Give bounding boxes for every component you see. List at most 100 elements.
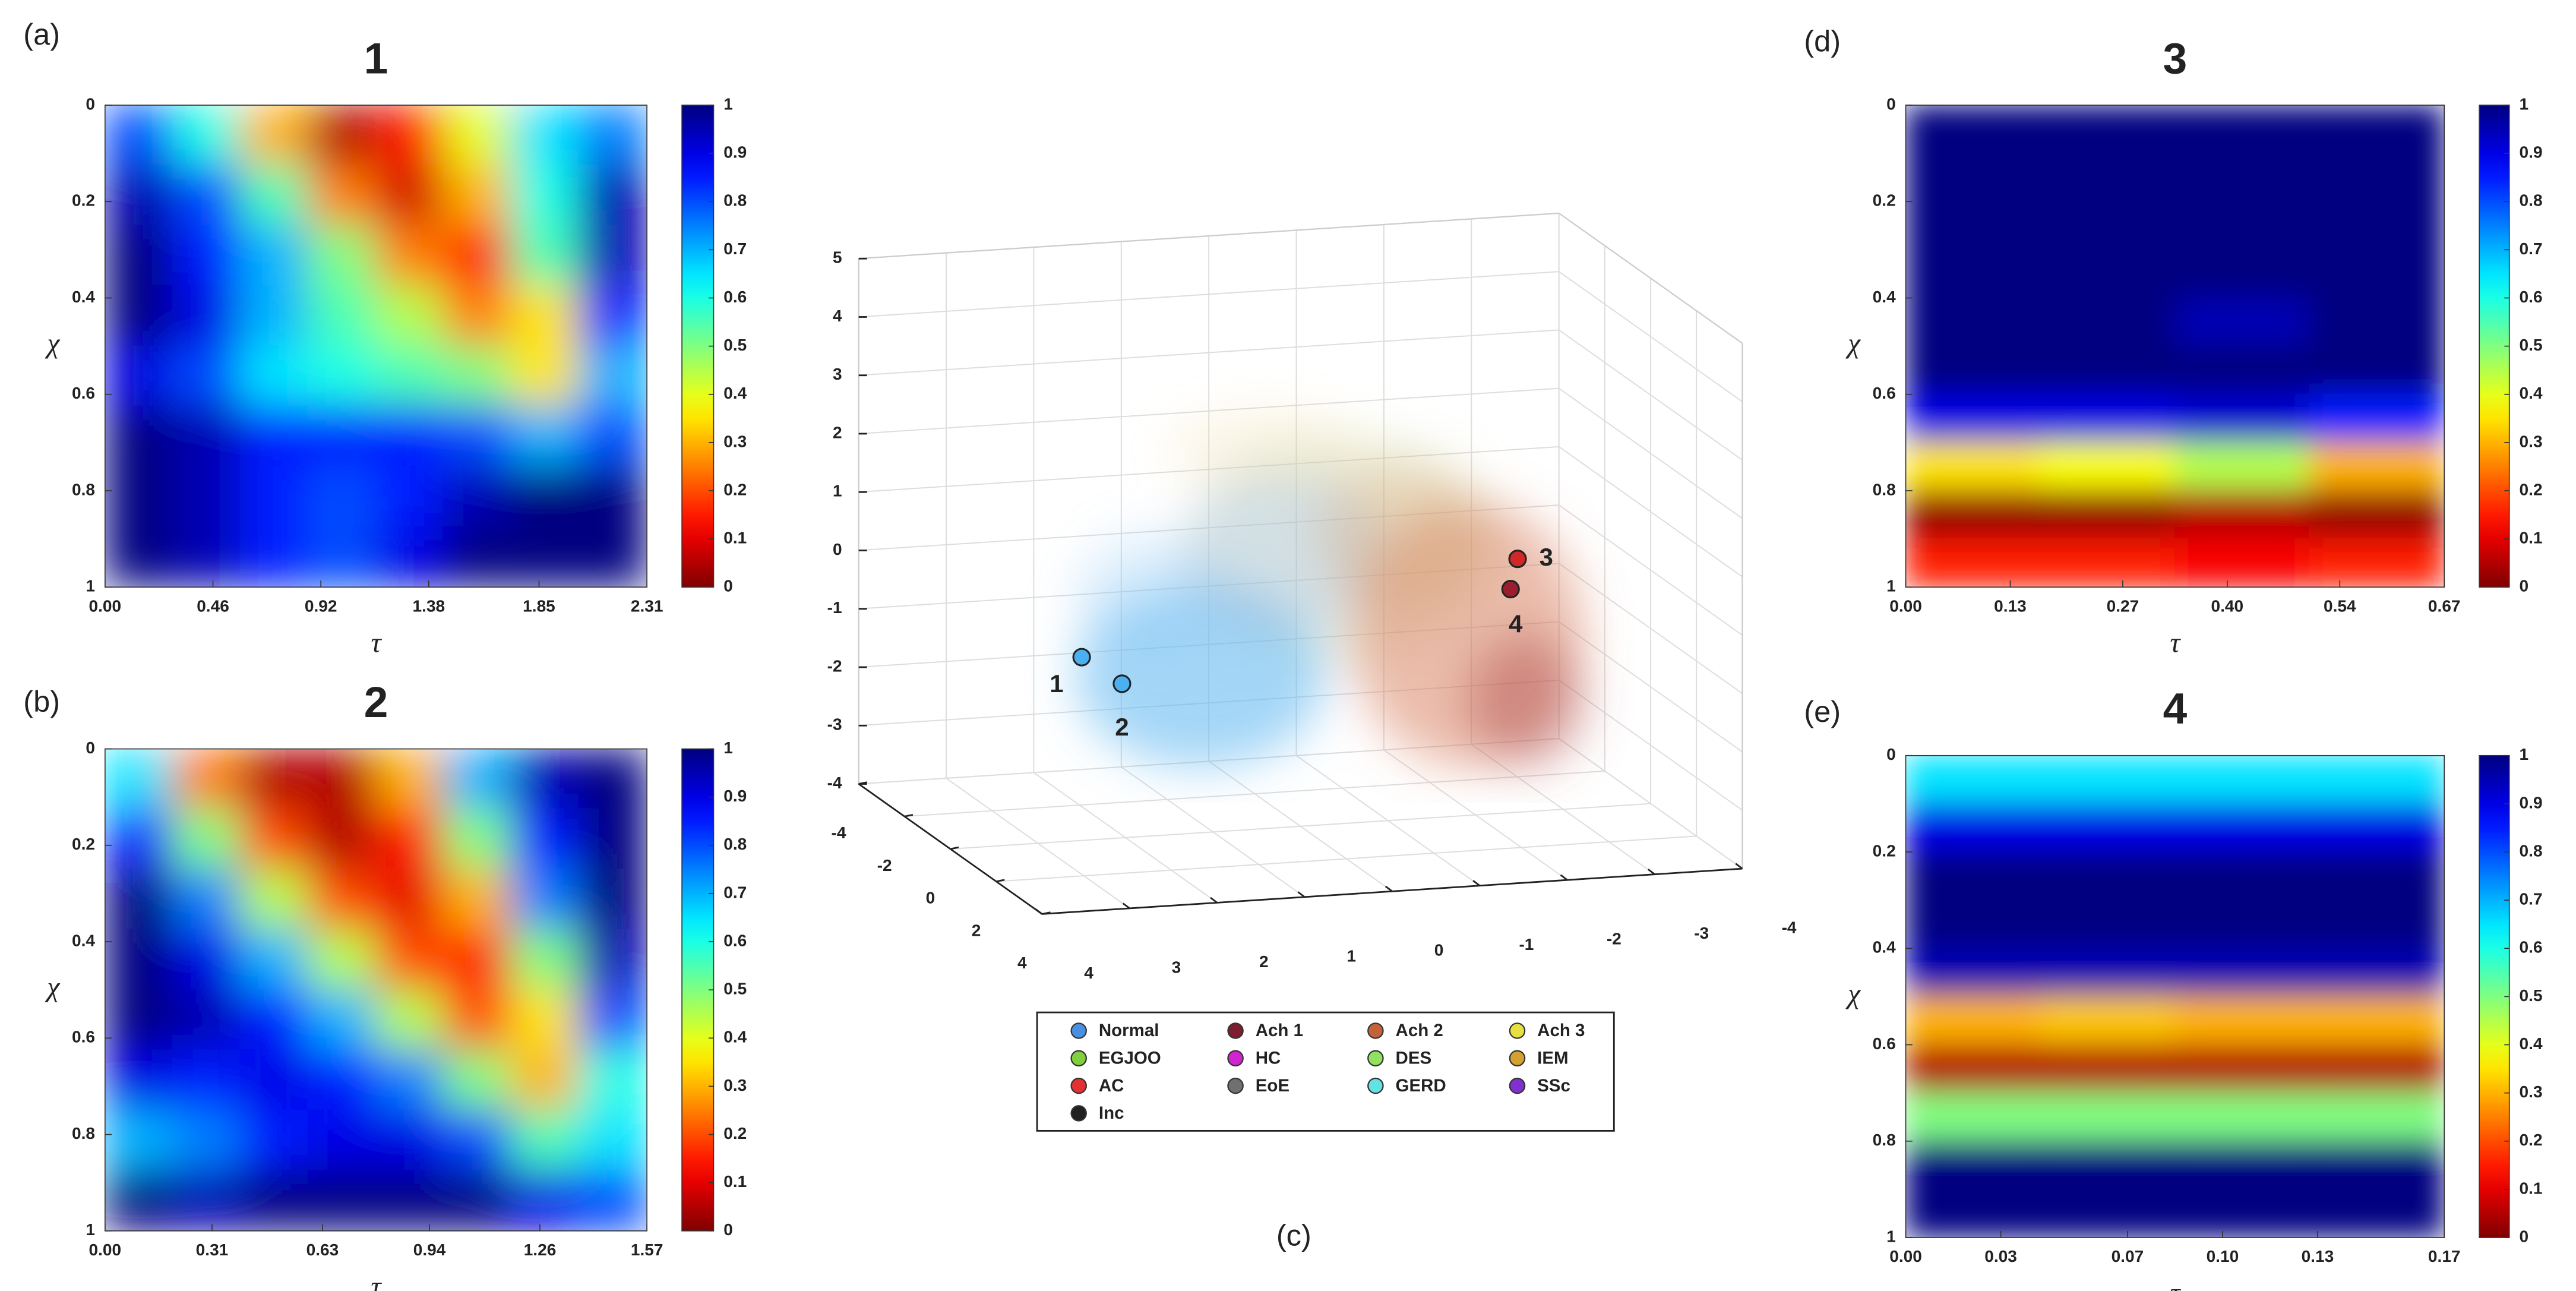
y-tick-label: 0 — [926, 889, 935, 907]
grid-line — [858, 329, 1559, 376]
x-tick-label: 0.00 — [1889, 1247, 1922, 1265]
heatmap-cell — [1905, 947, 2041, 998]
x-tick-label: 0.07 — [2112, 1247, 2144, 1265]
heatmap-cell — [1905, 1092, 2041, 1142]
heatmap-cell — [307, 808, 377, 870]
heatmap-cell — [172, 1049, 242, 1112]
x-tick-label: 0.00 — [1889, 596, 1922, 615]
legend-label: Normal — [1099, 1021, 1159, 1040]
heatmap-cell — [1905, 1140, 2041, 1191]
grid-line — [1559, 446, 1743, 577]
heatmap-cell — [2309, 105, 2445, 154]
heatmap-cell — [442, 285, 513, 348]
heatmap-cell — [2039, 490, 2176, 540]
heatmap-cell — [510, 285, 580, 348]
heatmap-cell — [2039, 1140, 2176, 1191]
legend-label: Inc — [1099, 1103, 1124, 1123]
heatmap-cell — [2174, 755, 2311, 805]
colorbar-tick-label: 0.1 — [723, 529, 747, 547]
heatmap-cell — [1905, 297, 2041, 348]
heatmap-cell — [307, 345, 377, 408]
z-tick-label: 5 — [833, 248, 842, 267]
heatmap-cell — [2174, 1188, 2311, 1238]
grid-line — [996, 835, 1697, 882]
panel-label: (d) — [1804, 24, 1841, 58]
legend-marker — [1070, 1050, 1087, 1067]
heatmap-cell — [578, 164, 647, 227]
heatmap-cell — [578, 749, 647, 810]
heatmap-cell — [2309, 152, 2445, 203]
heatmap-cell — [2309, 1044, 2445, 1094]
legend-marker — [1070, 1077, 1087, 1094]
y-tick-label: 2 — [972, 921, 981, 939]
heatmap-cell — [2039, 1044, 2176, 1094]
heatmap-cell — [307, 989, 377, 1051]
heatmap-cell — [2174, 105, 2311, 154]
heatmap-cell — [2174, 538, 2311, 588]
legend-marker — [1227, 1050, 1244, 1067]
heatmap-cell — [172, 285, 242, 348]
y-tick-label: 0.2 — [72, 835, 95, 853]
legend-label: EGJOO — [1099, 1048, 1161, 1068]
colorbar-tick-label: 0.8 — [2520, 841, 2543, 860]
x-tick-label: 0.94 — [413, 1241, 446, 1259]
x-tick-label: 1.26 — [524, 1241, 557, 1259]
heatmap-cell — [2039, 995, 2176, 1046]
heatmap-cell — [578, 868, 647, 931]
heatmap-cell — [2309, 297, 2445, 348]
y-tick — [1042, 911, 1051, 915]
y-tick-label: 4 — [1017, 954, 1027, 972]
heatmap-cell — [2309, 851, 2445, 901]
heatmap-cell — [172, 526, 242, 588]
point-label: 4 — [1509, 610, 1523, 637]
legend-marker — [1070, 1105, 1087, 1122]
x-tick-label: -4 — [1782, 918, 1797, 937]
heatmap-cell — [510, 466, 580, 528]
x-tick — [1385, 885, 1393, 892]
heatmap-cell — [578, 1169, 647, 1231]
grid-line — [1559, 680, 1743, 811]
heatmap-cell — [2174, 851, 2311, 901]
panel-label: (a) — [23, 17, 60, 51]
colorbar-tick-label: 0 — [723, 577, 733, 595]
heatmap-cell — [239, 989, 309, 1051]
y-tick-label: 0.8 — [1873, 480, 1896, 498]
colorbar-tick-label: 0.9 — [2520, 143, 2543, 162]
legend-label: GERD — [1396, 1076, 1446, 1096]
chart-title: 2 — [364, 678, 388, 727]
x-tick — [1122, 902, 1130, 910]
x-tick-label: 2 — [1259, 952, 1269, 971]
heatmap-cell — [578, 526, 647, 588]
colorbar-tick-label: 0.8 — [723, 835, 747, 853]
heatmap-cell — [2039, 899, 2176, 949]
heatmap-cell — [578, 105, 647, 166]
heatmap-cell — [442, 466, 513, 528]
z-tick-label: 3 — [833, 365, 842, 383]
grid-line — [1559, 738, 1743, 869]
panel-label: (c) — [1276, 1218, 1311, 1252]
heatmap-cell — [2039, 152, 2176, 203]
colorbar-tick-label: 0.6 — [723, 288, 747, 306]
heatmap-cell — [2174, 1044, 2311, 1094]
heatmap-cell — [2039, 803, 2176, 853]
heatmap-cell — [307, 868, 377, 931]
heatmap-cell — [510, 868, 580, 931]
heatmap-cell — [172, 1109, 242, 1172]
heatmap-cell — [375, 225, 445, 287]
heatmap-cell — [1905, 538, 2041, 588]
y-tick-label: 0.6 — [1873, 1034, 1896, 1053]
x-tick-label: -2 — [1607, 930, 1622, 948]
colorbar-tick-label: 0.6 — [2520, 938, 2543, 957]
heatmap-cell — [1905, 105, 2041, 154]
heatmap-cell — [2309, 1140, 2445, 1191]
z-tick-label: -3 — [827, 715, 842, 734]
heatmap-cell — [239, 1049, 309, 1112]
legend-label: IEM — [1537, 1048, 1568, 1068]
y-tick-label: 0.4 — [72, 288, 95, 306]
colorbar-tick-label: 0 — [723, 1220, 733, 1239]
heatmap-cell — [2309, 803, 2445, 853]
heatmap-cell — [1905, 345, 2041, 396]
y-axis-label: χ — [1845, 328, 1861, 359]
heatmap-cell — [105, 466, 174, 528]
y-tick-label: 0.2 — [72, 191, 95, 210]
